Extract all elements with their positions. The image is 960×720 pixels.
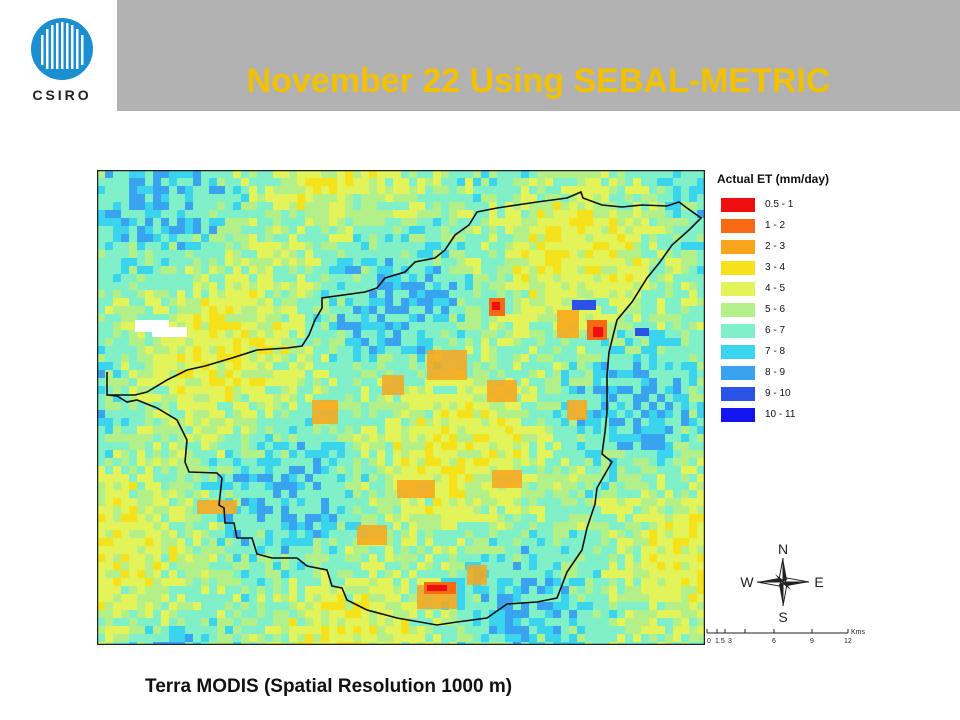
legend-swatch [721,282,755,296]
compass-s-label: S [778,609,787,625]
et-raster [97,170,705,645]
map-frame [97,170,705,645]
et-map [97,170,705,645]
legend-label: 7 - 8 [765,346,786,357]
page-title: November 22 Using SEBAL-METRIC [246,62,831,100]
legend-label: 8 - 9 [765,367,786,378]
scale-tick-2: 3 [728,638,732,645]
legend-swatch [721,240,755,254]
scale-tick-0: 0 [707,638,711,645]
north-arrow: N S W E [740,541,823,625]
legend-swatch [721,387,755,401]
legend-swatch [721,261,755,275]
legend-swatch [721,345,755,359]
legend-swatch [721,303,755,317]
legend-label: 4 - 5 [765,283,786,294]
compass-star-icon [756,557,810,607]
scale-tick-5: 12 [844,638,852,645]
legend-label: 9 - 10 [765,388,791,399]
header-bar [117,0,960,111]
legend-swatch [721,366,755,380]
legend-label: 5 - 6 [765,304,786,315]
legend-swatch [721,408,755,422]
legend-label: 3 - 4 [765,262,786,273]
scale-tick-4: 9 [810,638,814,645]
logo-text: CSIRO [32,87,91,103]
legend-label: 1 - 2 [765,220,786,231]
legend: Actual ET (mm/day) 0.5 - 1 1 - 2 2 - 3 3… [716,172,886,432]
legend-label: 6 - 7 [765,325,786,336]
map-caption: Terra MODIS (Spatial Resolution 1000 m) [145,676,513,697]
region-boundary [106,190,703,626]
csiro-logo: CSIRO [31,18,93,103]
legend-swatch [721,219,755,233]
legend-label: 2 - 3 [765,241,786,252]
legend-title: Actual ET (mm/day) [717,172,830,186]
legend-label: 0.5 - 1 [765,199,794,210]
legend-swatch [721,324,755,338]
compass-w-label: W [740,574,754,590]
legend-swatch [721,198,755,212]
scale-tick-1: 1.5 [715,638,725,645]
scale-tick-3: 6 [772,638,776,645]
compass-e-label: E [814,574,823,590]
scale-bar: 0 1.5 3 6 9 12 Kms [706,629,866,645]
compass-n-label: N [778,541,788,557]
scale-unit: Kms [851,629,866,636]
legend-label: 10 - 11 [765,409,796,420]
